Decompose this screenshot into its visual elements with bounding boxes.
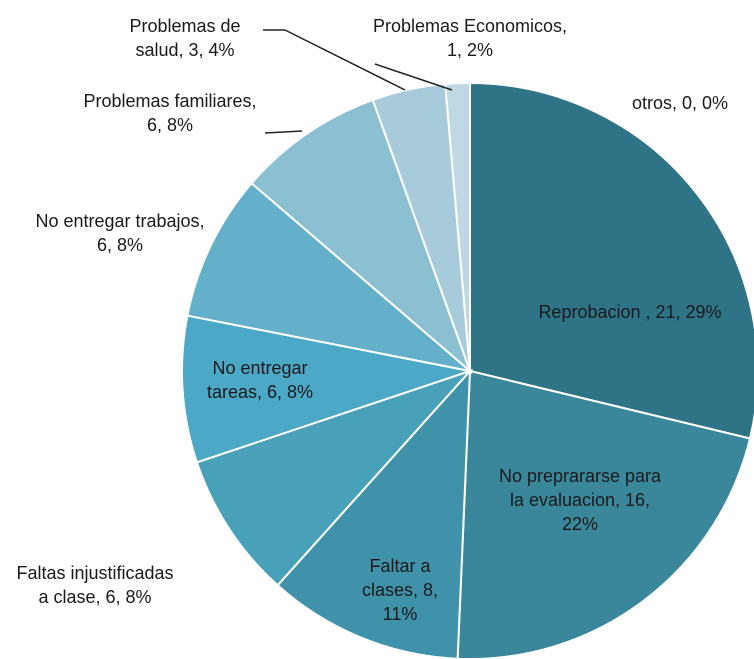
pie-slice <box>181 314 474 464</box>
pie-slice <box>456 369 752 659</box>
slice-label: Problemas familiares, 6, 8% <box>83 91 257 135</box>
leader-line <box>264 130 303 134</box>
pie-slice <box>186 181 474 373</box>
slice-label: Faltar a clases, 8, 11% <box>361 556 439 624</box>
pie-slice <box>195 368 474 587</box>
slice-label: Problemas de salud, 3, 4% <box>129 16 241 60</box>
slice-label: Faltas injustificadas a clase, 6, 8% <box>16 563 174 607</box>
pie-slice <box>250 98 473 375</box>
pie-slice <box>469 81 754 440</box>
slice-label: No entregar tareas, 6, 8% <box>206 358 314 402</box>
slice-label: Problemas Economicos, 1, 2% <box>372 16 568 60</box>
pie-slice <box>276 368 472 659</box>
slice-label: No entregar trabajos, 6, 8% <box>35 211 205 255</box>
leader-line <box>284 29 406 91</box>
slice-label: Reprobacion , 21, 29% <box>538 302 722 322</box>
leader-line <box>374 63 453 91</box>
slice-label: No preprararse para la evaluacion, 16, 2… <box>498 466 662 534</box>
slice-label: otros, 0, 0% <box>631 93 729 113</box>
